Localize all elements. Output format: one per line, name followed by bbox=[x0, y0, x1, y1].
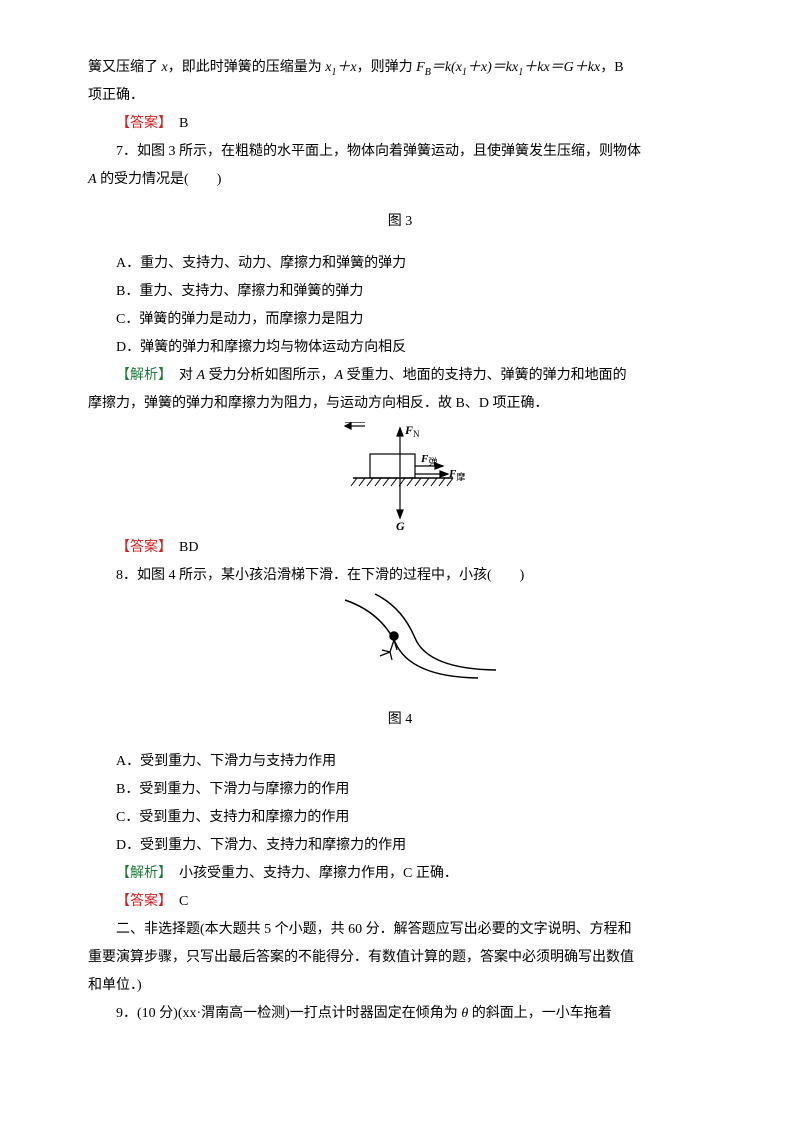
svg-text:FN: FN bbox=[404, 423, 420, 439]
svg-text:F摩: F摩 bbox=[448, 468, 465, 482]
var-a: A bbox=[88, 172, 97, 187]
answer-value: C bbox=[165, 894, 188, 909]
q8-stem: 8．如图 4 所示，某小孩沿滑梯下滑．在下滑的过程中，小孩( ) bbox=[88, 562, 712, 590]
q6-header-text: ，即此时弹簧的压缩量为 bbox=[168, 60, 326, 75]
q7-analysis-line2: 摩擦力，弹簧的弹力和摩擦力为阻力，与运动方向相反．故 B、D 项正确． bbox=[88, 390, 712, 418]
q6-header-line2: 项正确． bbox=[88, 82, 712, 110]
q8-optB: B．受到重力、下滑力与摩擦力的作用 bbox=[88, 776, 712, 804]
q9-stem-pre: 9．(10 分)(xx·渭南高一检测)一打点计时器固定在倾角为 bbox=[116, 1006, 461, 1021]
answer-label: 【答案】 bbox=[116, 116, 165, 131]
analysis-label: 【解析】 bbox=[116, 368, 165, 383]
q7-stem-post: 的受力情况是( ) bbox=[97, 172, 222, 187]
q8-optC: C．受到重力、支持力和摩擦力的作用 bbox=[88, 804, 712, 832]
section2-intro2: 重要演算步骤，只写出最后答案的不能得分．有数值计算的题，答案中必须明确写出数值 bbox=[88, 944, 712, 972]
q7-analysis-t3: 受重力、地面的支持力、弹簧的弹力和地面的 bbox=[343, 368, 627, 383]
q9-stem-post: 的斜面上，一小车拖着 bbox=[468, 1006, 612, 1021]
q7-optB: B．重力、支持力、摩擦力和弹簧的弹力 bbox=[88, 278, 712, 306]
answer-label: 【答案】 bbox=[116, 894, 165, 909]
q7-stem: 7．如图 3 所示，在粗糙的水平面上，物体向着弹簧运动，且使弹簧发生压缩，则物体 bbox=[116, 144, 641, 159]
svg-text:G: G bbox=[396, 519, 405, 532]
q7-optD: D．弹簧的弹力和摩擦力均与物体运动方向相反 bbox=[88, 334, 712, 362]
q6-header-text: ，B bbox=[600, 60, 623, 75]
q7-optA: A．重力、支持力、动力、摩擦力和弹簧的弹力 bbox=[88, 250, 712, 278]
expr-x1x: x1＋x bbox=[325, 60, 356, 75]
answer-value: BD bbox=[165, 540, 198, 555]
answer-label: 【答案】 bbox=[116, 540, 165, 555]
q6-header-text: 簧又压缩了 bbox=[88, 60, 162, 75]
var-a: A bbox=[197, 368, 206, 383]
free-body-diagram: v FN F弹 F摩 bbox=[315, 422, 485, 532]
q7-analysis-t2: 受力分析如图所示， bbox=[205, 368, 335, 383]
q6-header-text: ，则弹力 bbox=[357, 60, 417, 75]
svg-text:v: v bbox=[353, 422, 359, 425]
q8-optD: D．受到重力、下滑力、支持力和摩擦力的作用 bbox=[88, 832, 712, 860]
section2-intro3: 和单位．) bbox=[88, 972, 712, 1000]
var-a2: A bbox=[335, 368, 344, 383]
q7-analysis-t1: 对 bbox=[165, 368, 197, 383]
slide-diagram bbox=[300, 592, 500, 692]
answer-value: B bbox=[165, 116, 188, 131]
fig4-caption: 图 4 bbox=[88, 706, 712, 734]
fig3-caption: 图 3 bbox=[88, 208, 712, 236]
svg-text:F弹: F弹 bbox=[420, 453, 437, 467]
q8-optA: A．受到重力、下滑力与支持力作用 bbox=[88, 748, 712, 776]
formula-fb: FB＝k(x1＋x)＝kx1＋kx＝G＋kx bbox=[416, 60, 600, 75]
q8-analysis-text: 小孩受重力、支持力、摩擦力作用，C 正确． bbox=[165, 866, 458, 881]
q7-optC: C．弹簧的弹力是动力，而摩擦力是阻力 bbox=[88, 306, 712, 334]
analysis-label: 【解析】 bbox=[116, 866, 165, 881]
section2-intro1: 二、非选择题(本大题共 5 个小题，共 60 分．解答题应写出必要的文字说明、方… bbox=[88, 916, 712, 944]
